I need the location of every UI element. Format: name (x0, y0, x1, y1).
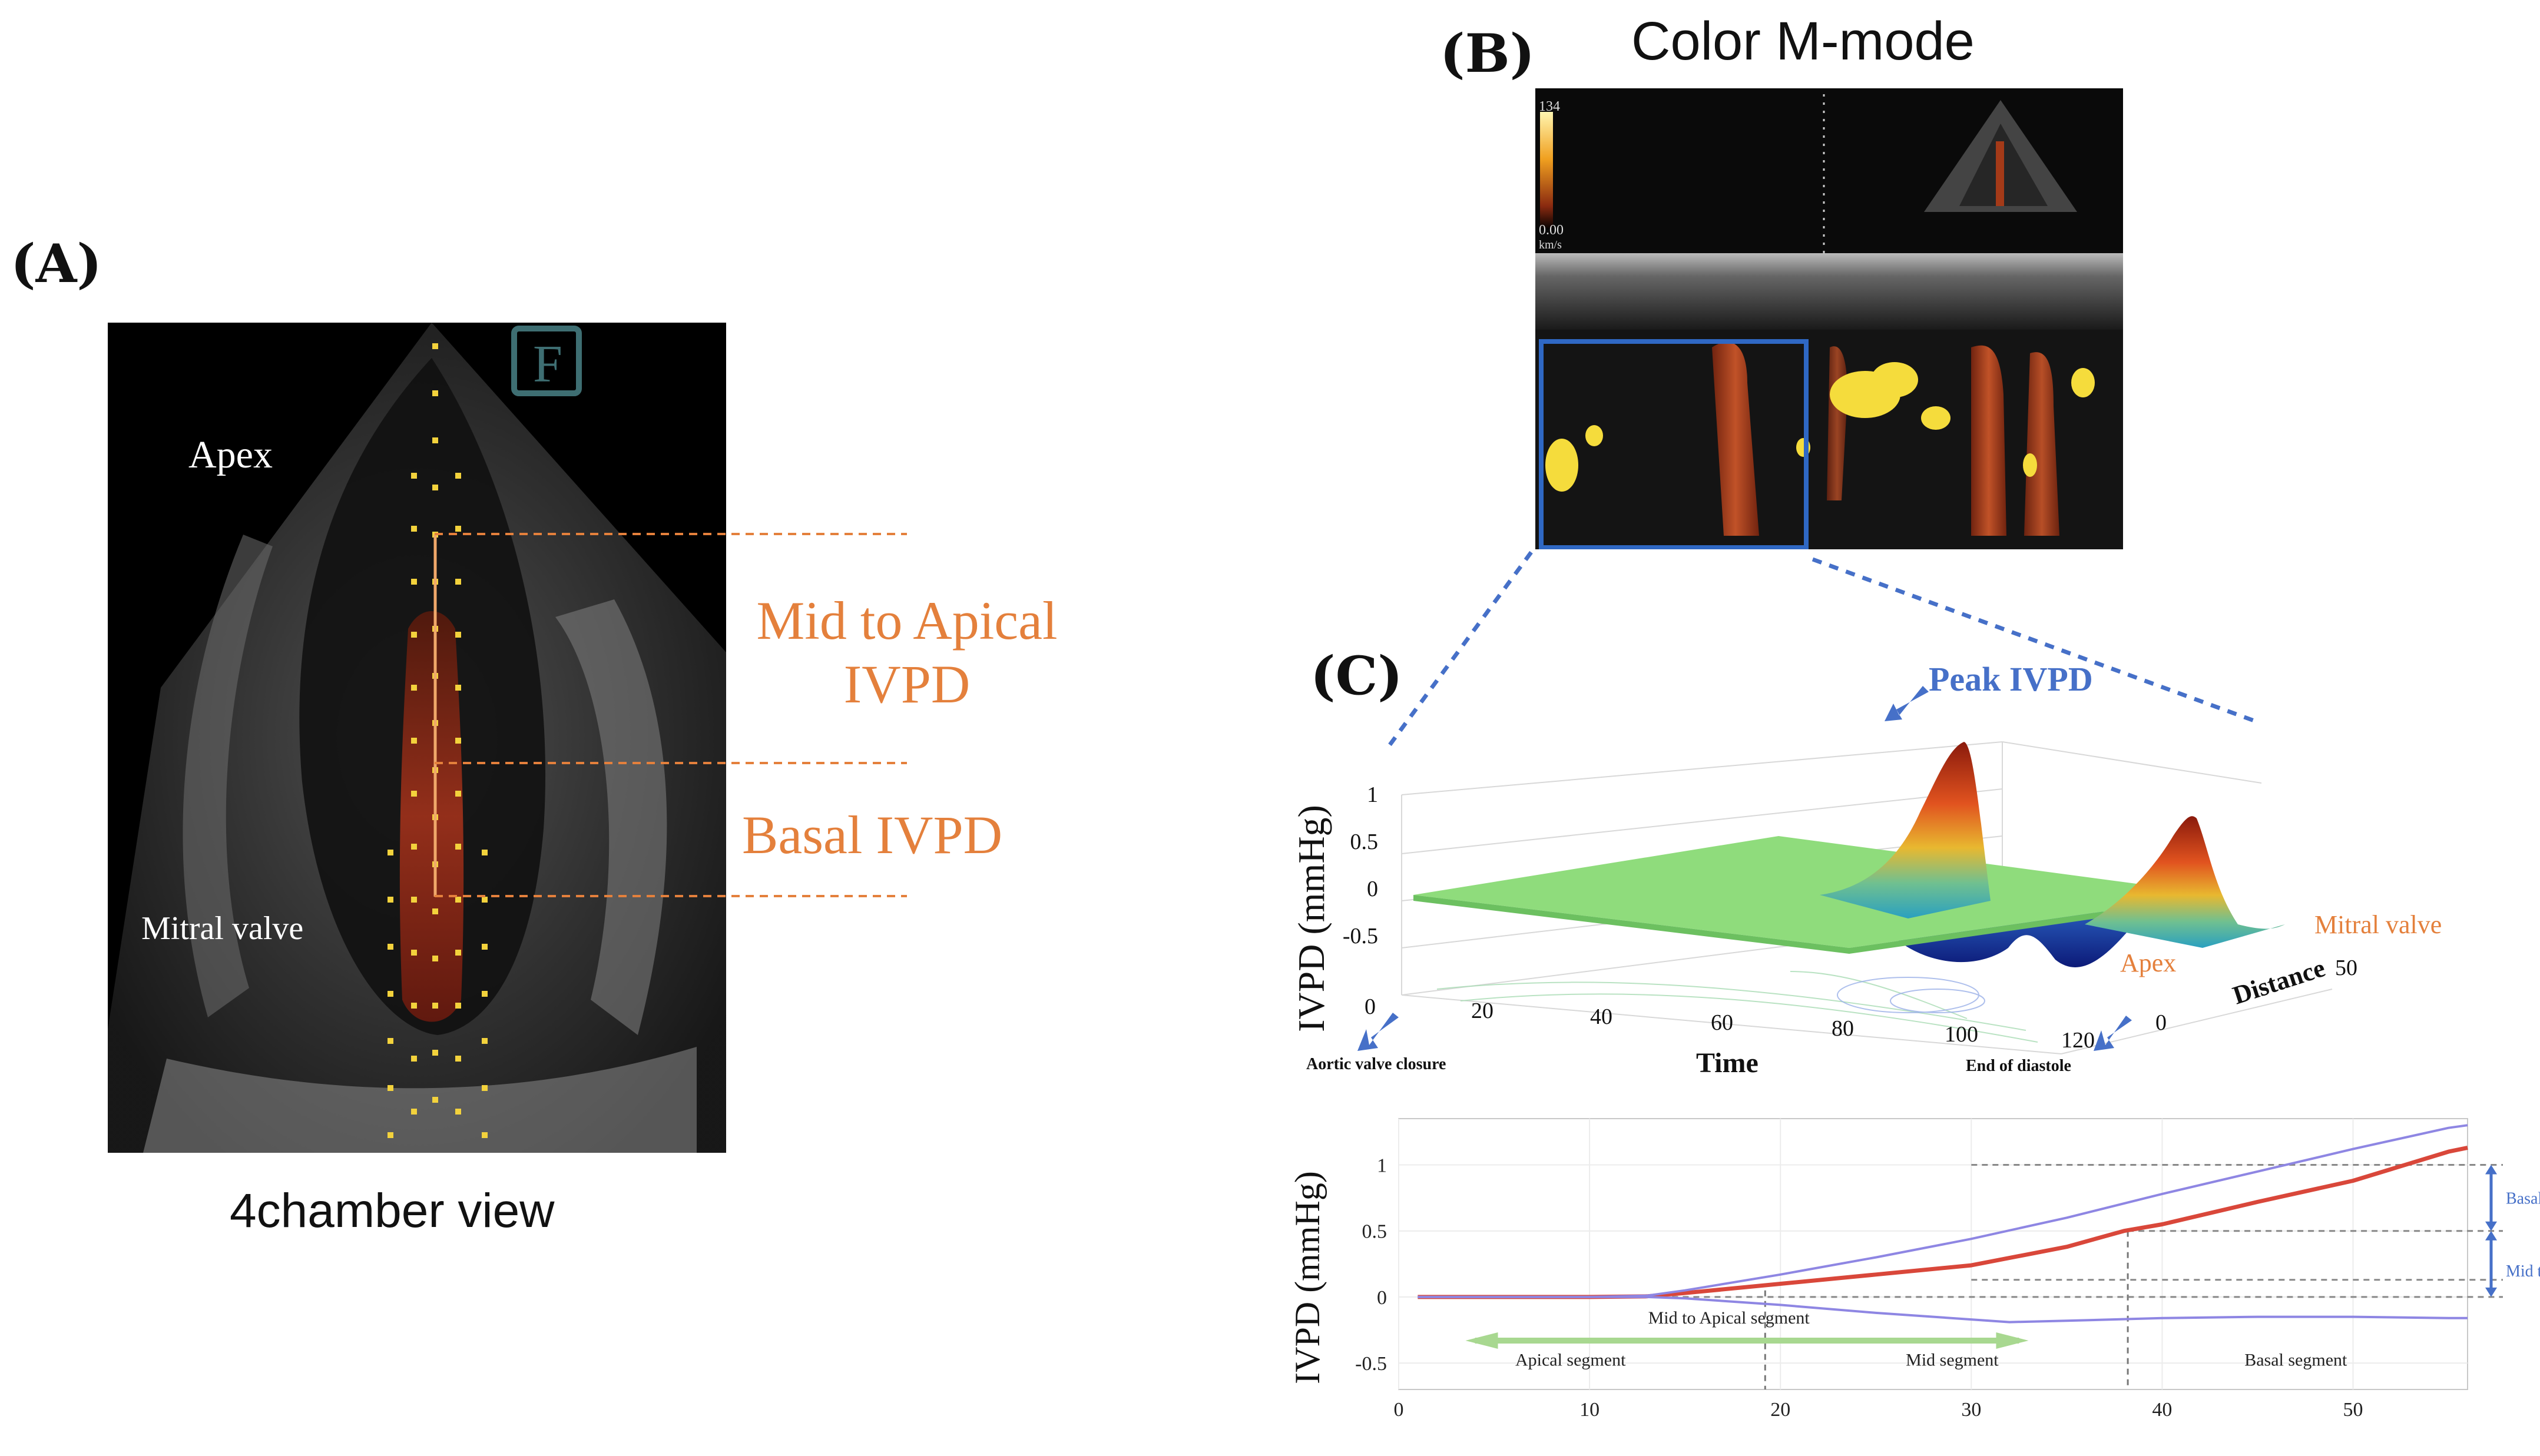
basal-ivpd-bracket-head-top (2485, 1165, 2497, 1175)
apex-label: Apex (188, 433, 273, 476)
surface-y-tick: 0 (1367, 877, 1378, 901)
mid-apical-ivpd-bracket-head-bottom (2485, 1287, 2497, 1297)
peak-ivpd-label: Peak IVPD (1929, 660, 2093, 698)
mid-apical-ivpd-bracket-head-top (2485, 1231, 2497, 1241)
x-tick-label: 50 (2343, 1399, 2363, 1421)
surface-x-tick: 100 (1945, 1022, 1978, 1047)
surface-x-tick: 80 (1832, 1016, 1854, 1041)
mid-apical-ivpd-line2: IVPD (843, 654, 971, 714)
surface-x-tick: 60 (1711, 1010, 1733, 1035)
surface-apex-label: Apex (2120, 948, 2177, 977)
y-tick-label: 0 (1377, 1287, 1387, 1309)
echo-4chamber-image: F (108, 323, 726, 1153)
panel-b-title: Color M-mode (1631, 11, 1975, 71)
x-tick-label: 10 (1579, 1399, 1599, 1421)
basal-segment-label: Basal segment (2244, 1351, 2347, 1370)
color-m-mode-image: 134 0.00 km/s (1535, 88, 2123, 550)
surface-x-tick: 0 (1365, 994, 1376, 1019)
scale-bottom-text: 0.00 (1539, 223, 1564, 238)
mid-apical-ivpd-line1: Mid to Apical (756, 591, 1058, 651)
y-tick-label: -0.5 (1355, 1353, 1387, 1375)
mid-apical-ivpd-label: Mid to Apical IVPD (742, 589, 1072, 716)
panel-a-label: (A) (11, 233, 102, 295)
surface-y-tick: 1 (1367, 782, 1378, 807)
surface-x-tick: 40 (1590, 1004, 1612, 1029)
mitral-valve-label: Mitral valve (141, 910, 304, 947)
x-tick-label: 0 (1394, 1399, 1404, 1421)
basal-ivpd-annotation: Basal IVPD (2506, 1190, 2540, 1208)
mid-segment-label: Mid segment (1906, 1351, 1999, 1370)
surface-ylabel-text: IVPD (mmHg) (1290, 805, 1332, 1032)
surface-distance-tick: 50 (2335, 956, 2357, 980)
panel-c-label: (C) (1310, 645, 1403, 707)
end-of-diastole-label: End of diastole (1966, 1057, 2071, 1075)
ivpd-line-chart: 0 10 20 30 40 50 -0.5 0 0.5 1 Mid to Apical segmen… (1260, 1107, 2540, 1456)
basal-ivpd-label: Basal IVPD (742, 805, 1003, 865)
panel-b-label: (B) (1440, 22, 1535, 85)
aortic-valve-closure-label: Aortic valve closure (1306, 1055, 1446, 1073)
apical-segment-label: Apical segment (1515, 1351, 1626, 1370)
surface-xlabel: Time (1696, 1047, 1759, 1079)
line-chart-ylabel: IVPD (mmHg) (1288, 1171, 1327, 1384)
x-tick-label: 40 (2152, 1399, 2172, 1421)
series-line-2 (1418, 1295, 2468, 1324)
scale-top-text: 134 (1539, 99, 1560, 114)
surface-x-tick: 20 (1471, 999, 1493, 1023)
surface-plot-3d (1260, 642, 2540, 1089)
line-chart-svg: 0 10 20 30 40 50 -0.5 0 0.5 1 Mid to Apical segmen… (1288, 1118, 2540, 1421)
surface-mitral-label: Mitral valve (2314, 910, 2442, 939)
surface-distance-tick: 0 (2155, 1010, 2167, 1035)
panel-a-caption: 4chamber view (230, 1184, 555, 1238)
scale-unit-text: km/s (1539, 238, 1562, 251)
y-tick-label: 0.5 (1362, 1221, 1387, 1243)
surface-y-tick: -0.5 (1342, 924, 1378, 948)
segment-arrow-head-right (1996, 1332, 2029, 1349)
x-tick-label: 30 (1961, 1399, 1981, 1421)
segment-arrow-head-left (1465, 1332, 1498, 1349)
surface-ylabel: IVPD (mmHg) (1285, 765, 1338, 1072)
y-tick-label: 1 (1377, 1155, 1387, 1177)
basal-ivpd-bracket-head-bottom (2485, 1221, 2497, 1231)
x-tick-label: 20 (1770, 1399, 1790, 1421)
surface-y-tick: 0.5 (1350, 830, 1379, 854)
surface-x-tick: 120 (2061, 1028, 2095, 1053)
f-marker-text: F (533, 335, 562, 393)
mid-apical-segment-label: Mid to Apical segment (1648, 1308, 1810, 1328)
mid-apical-ivpd-annotation: Mid to Apical IVPD (2506, 1262, 2540, 1281)
